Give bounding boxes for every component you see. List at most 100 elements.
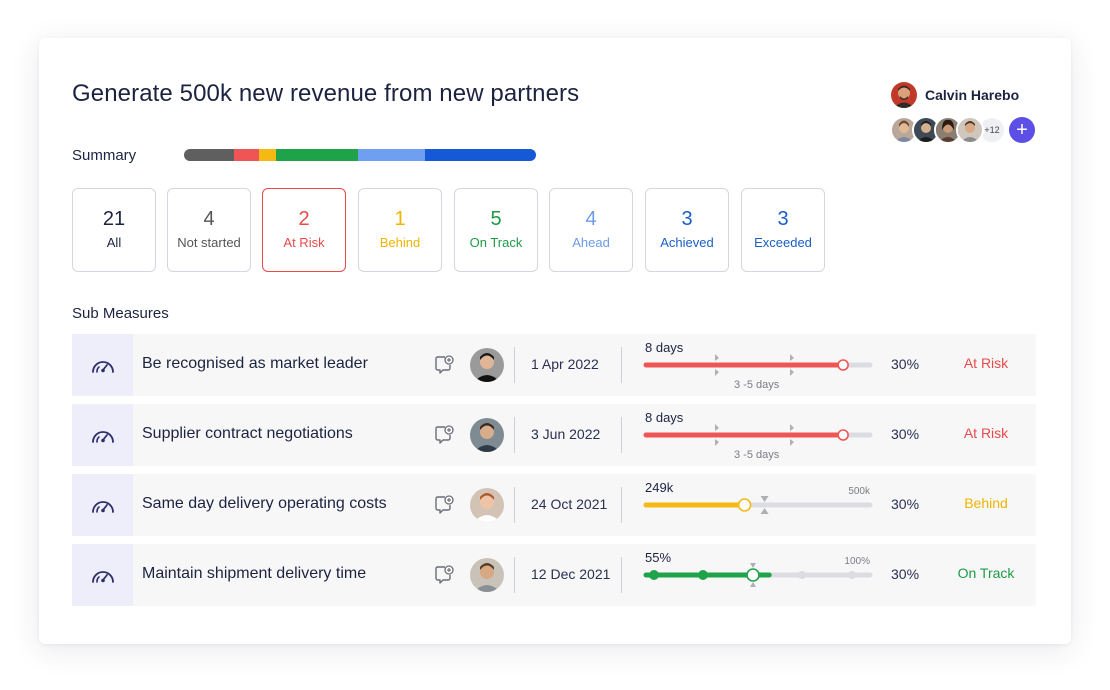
divider — [621, 487, 622, 523]
progress-max-label: 100% — [844, 556, 870, 567]
tile-label: All — [106, 235, 122, 250]
range-marker — [715, 439, 719, 446]
tile-count: 3 — [777, 208, 789, 230]
due-date: 1 Apr 2022 — [531, 356, 599, 372]
tile-label: Exceeded — [754, 235, 812, 250]
divider — [514, 347, 515, 383]
gauge-icon — [91, 571, 114, 583]
completion-percent: 30% — [891, 426, 920, 442]
milestone-dot — [698, 570, 708, 580]
divider — [621, 557, 622, 593]
range-marker — [715, 354, 719, 361]
owner[interactable]: Calvin Harebo — [891, 81, 1019, 109]
progress-handle — [837, 359, 849, 371]
tile-count: 21 — [102, 208, 126, 230]
status-tile[interactable]: 21 All — [72, 188, 156, 272]
divider — [514, 417, 515, 453]
add-comment-icon[interactable] — [433, 494, 455, 516]
target-marker — [750, 582, 756, 587]
sub-measures-title: Sub Measures — [72, 305, 169, 322]
progress-range-label: 3 -5 days — [734, 379, 780, 391]
add-comment-icon[interactable] — [433, 564, 455, 586]
page-title: Generate 500k new revenue from new partn… — [72, 80, 580, 107]
sub-measure-row[interactable]: Supplier contract negotiations 3 Jun 2022… — [72, 404, 1036, 466]
status-label[interactable]: At Risk — [963, 355, 1009, 371]
due-date: 3 Jun 2022 — [531, 426, 601, 442]
summary-label: Summary — [72, 147, 137, 164]
divider — [514, 487, 515, 523]
owner-avatar[interactable] — [891, 82, 917, 108]
progress-handle — [746, 568, 760, 582]
progress-tracker: 55% 100% — [642, 548, 882, 604]
tile-label: Behind — [379, 235, 421, 250]
sub-measure-name[interactable]: Be recognised as market leader — [142, 355, 368, 372]
progress-handle — [837, 429, 849, 441]
range-marker — [790, 369, 794, 376]
summary-bar — [184, 149, 536, 161]
completion-percent: 30% — [891, 496, 920, 512]
sub-measure-row[interactable]: Same day delivery operating costs 24 Oct … — [72, 474, 1036, 536]
summary-segment — [276, 149, 358, 161]
target-marker — [760, 496, 769, 502]
status-label[interactable]: Behind — [964, 495, 1008, 511]
gauge-icon-box — [72, 334, 133, 396]
sub-measure-name[interactable]: Maintain shipment delivery time — [142, 565, 367, 582]
progress-value-label: 8 days — [645, 410, 684, 425]
status-tile[interactable]: 2 At Risk — [262, 188, 346, 272]
range-marker — [715, 369, 719, 376]
divider — [514, 557, 515, 593]
status-tile[interactable]: 3 Achieved — [645, 188, 729, 272]
add-member-button[interactable]: + — [1009, 117, 1035, 143]
tile-label: At Risk — [283, 235, 325, 250]
summary-segment — [184, 149, 235, 161]
gauge-icon-box — [72, 474, 133, 536]
target-marker — [750, 563, 756, 568]
progress-tracker: 8 days 3 -5 days — [642, 338, 882, 394]
tile-count: 5 — [490, 208, 502, 230]
tile-count: 3 — [681, 208, 693, 230]
assignee-avatar[interactable] — [470, 348, 504, 382]
status-tile[interactable]: 3 Exceeded — [741, 188, 825, 272]
sub-measure-row[interactable]: Be recognised as market leader 1 Apr 2022… — [72, 334, 1036, 396]
status-tile[interactable]: 4 Not started — [167, 188, 251, 272]
due-date: 12 Dec 2021 — [531, 566, 611, 582]
milestone-dot — [848, 571, 856, 579]
add-comment-icon[interactable] — [433, 354, 455, 376]
sub-measure-name[interactable]: Supplier contract negotiations — [142, 425, 353, 442]
progress-handle — [737, 498, 752, 512]
range-marker — [790, 439, 794, 446]
status-label[interactable]: At Risk — [963, 425, 1009, 441]
team-avatar[interactable] — [956, 116, 984, 144]
status-label[interactable]: On Track — [957, 565, 1015, 581]
progress-value-label: 55% — [645, 550, 671, 565]
add-comment-icon[interactable] — [433, 424, 455, 446]
target-marker — [760, 508, 769, 514]
status-tile[interactable]: 5 On Track — [454, 188, 538, 272]
gauge-icon — [91, 361, 114, 373]
tile-count: 1 — [394, 208, 406, 230]
assignee-avatar[interactable] — [470, 558, 504, 592]
tile-label: Not started — [177, 235, 241, 250]
gauge-icon-box — [72, 404, 133, 466]
owner-name: Calvin Harebo — [925, 87, 1020, 103]
status-tile[interactable]: 1 Behind — [358, 188, 442, 272]
sub-measure-name[interactable]: Same day delivery operating costs — [142, 495, 387, 512]
sub-measure-row[interactable]: Maintain shipment delivery time 12 Dec 20… — [72, 544, 1036, 606]
status-tile[interactable]: 4 Ahead — [549, 188, 633, 272]
completion-percent: 30% — [891, 566, 920, 582]
gauge-icon-box — [72, 544, 133, 606]
summary-segment — [234, 149, 260, 161]
tile-count: 4 — [585, 208, 597, 230]
progress-tracker: 8 days 3 -5 days — [642, 408, 882, 464]
progress-max-label: 500k — [848, 486, 871, 497]
team-avatars: +12 + — [890, 116, 1035, 144]
progress-value-label: 249k — [645, 480, 674, 495]
assignee-avatar[interactable] — [470, 418, 504, 452]
milestone-dot — [649, 570, 659, 580]
assignee-avatar[interactable] — [470, 488, 504, 522]
summary-segment — [357, 149, 426, 161]
divider — [621, 417, 622, 453]
progress-value-label: 8 days — [645, 340, 684, 355]
tile-count: 4 — [203, 208, 215, 230]
tile-label: Ahead — [572, 235, 610, 250]
